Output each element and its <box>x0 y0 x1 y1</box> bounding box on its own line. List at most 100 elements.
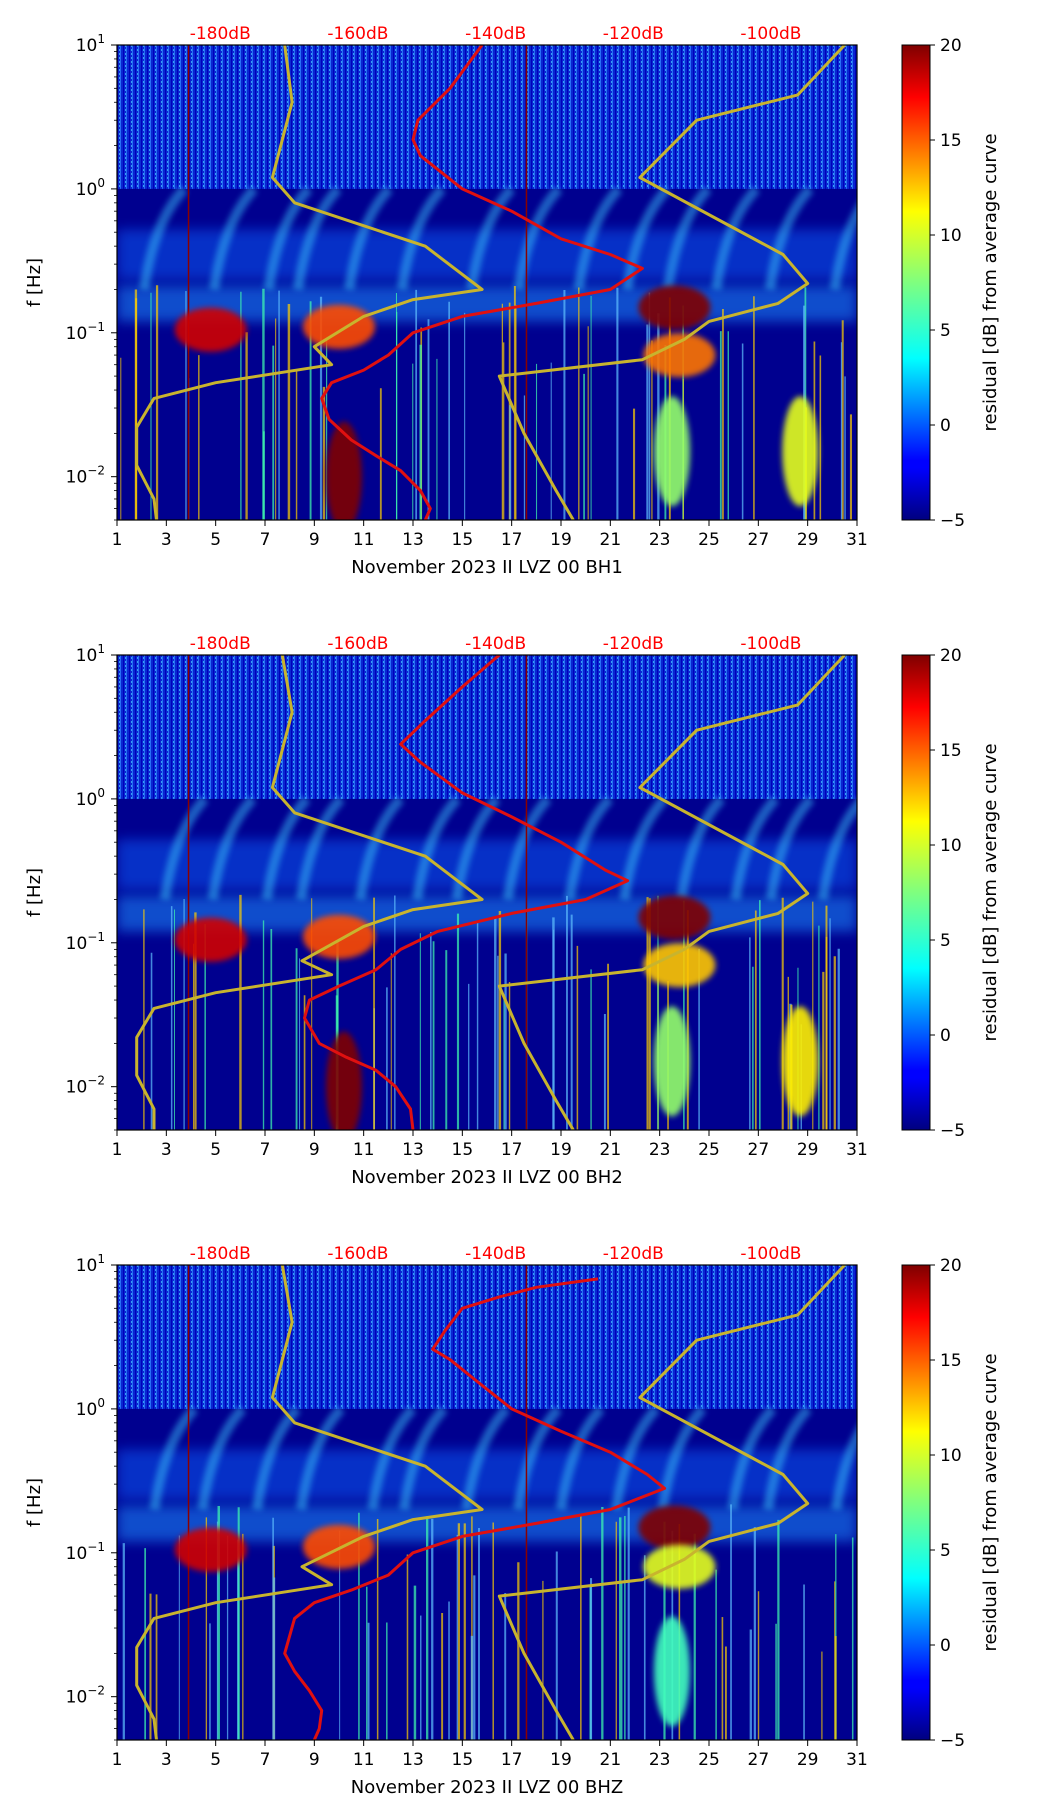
top-db-label: -120dB <box>603 634 664 654</box>
top-db-label: -100dB <box>740 24 801 44</box>
hotspot <box>303 914 375 959</box>
top-db-label: -100dB <box>740 634 801 654</box>
colorbar-label: residual [dB] from average curve <box>980 743 1001 1041</box>
y-tick-label: 100 <box>76 1396 105 1420</box>
y-axis-label: f [Hz] <box>24 258 45 307</box>
yellow-model-curve <box>135 655 484 1130</box>
storm-streak <box>765 795 815 901</box>
x-tick-label: 7 <box>260 1750 271 1770</box>
x-tick-label: 3 <box>161 1750 172 1770</box>
x-tick-label: 27 <box>748 530 770 550</box>
colorbar-tick-label: −5 <box>940 1731 965 1751</box>
top-db-label: -140dB <box>465 634 526 654</box>
y-tick-label: 10−2 <box>66 1684 105 1708</box>
x-tick-label: 23 <box>649 1140 671 1160</box>
x-tick-label: 11 <box>353 1140 375 1160</box>
hotspot <box>654 1616 690 1727</box>
y-tick-label: 10−2 <box>66 1074 105 1098</box>
yellow-model-curve <box>135 45 484 520</box>
y-tick-label: 10−1 <box>66 320 105 344</box>
x-tick-label: 13 <box>402 530 424 550</box>
red-noise-curve <box>320 45 644 520</box>
hotspot <box>654 396 690 507</box>
x-tick-label: 19 <box>550 1750 572 1770</box>
x-tick-label: 9 <box>309 1140 320 1160</box>
yellow-model-curve <box>135 1265 484 1740</box>
colorbar: 20 15 10 5 0 −5 residual [dB] from average cur… <box>901 1256 1001 1751</box>
x-tick-label: 23 <box>649 530 671 550</box>
yellow-model-curve <box>497 1265 846 1740</box>
spectrogram-area <box>117 45 857 520</box>
hotspot <box>174 1527 247 1572</box>
storm-streak <box>466 185 516 291</box>
x-tick-label: 9 <box>309 1750 320 1770</box>
x-tick-label: 27 <box>748 1140 770 1160</box>
x-tick-label: 31 <box>846 1140 868 1160</box>
x-tick-label: 23 <box>649 1750 671 1770</box>
y-axis-label: f [Hz] <box>24 1478 45 1527</box>
colorbar-tick-label: −5 <box>940 511 965 531</box>
colorbar-tick-label: 20 <box>940 36 962 56</box>
storm-streak <box>730 795 780 901</box>
x-tick-label: 9 <box>309 530 320 550</box>
red-noise-curve <box>303 655 630 1130</box>
hotspot <box>638 895 711 940</box>
colorbar-tick-label: 5 <box>940 321 951 341</box>
hf-noise-band <box>117 1265 857 1409</box>
y-tick-label: 100 <box>76 786 105 810</box>
x-tick-label: 15 <box>452 1750 474 1770</box>
x-axis-label: November 2023 II LVZ 00 BH1 <box>351 557 623 578</box>
colorbar-tick-label: 15 <box>940 131 962 151</box>
x-tick-label: 13 <box>402 1750 424 1770</box>
x-tick-label: 5 <box>210 530 221 550</box>
storm-streak <box>555 1405 605 1511</box>
storm-streak <box>711 185 761 291</box>
x-tick-label: 5 <box>210 1140 221 1160</box>
x-tick-label: 7 <box>260 1140 271 1160</box>
x-tick-label: 21 <box>600 1750 622 1770</box>
storm-streak <box>564 795 614 901</box>
top-db-label: -160dB <box>327 1244 388 1264</box>
storm-streak <box>763 1405 812 1511</box>
plot-frame <box>116 654 858 1131</box>
hotspot <box>174 917 247 962</box>
x-tick-label: 19 <box>550 530 572 550</box>
y-axis-label: f [Hz] <box>24 868 45 917</box>
x-tick-label: 25 <box>698 530 720 550</box>
hotspot <box>325 421 362 520</box>
y-tick-label: 100 <box>76 176 105 200</box>
top-db-label: -140dB <box>465 1244 526 1264</box>
spectrogram-area <box>117 655 857 1130</box>
x-tick-label: 3 <box>161 530 172 550</box>
colorbar-tick-label: 10 <box>940 226 962 246</box>
colorbar-tick-label: 20 <box>940 1256 962 1276</box>
top-db-label: -120dB <box>603 24 664 44</box>
top-db-label: -160dB <box>327 24 388 44</box>
x-tick-label: 11 <box>353 530 375 550</box>
top-db-label: -100dB <box>740 1244 801 1264</box>
storm-streak <box>252 1405 301 1511</box>
hf-noise-band <box>117 45 857 189</box>
y-tick-label: 101 <box>76 32 105 56</box>
storm-streak <box>573 185 623 291</box>
top-db-label: -120dB <box>603 1244 664 1264</box>
storm-streak <box>399 1405 448 1511</box>
storm-streak <box>367 1405 417 1511</box>
hf-noise-band <box>117 655 857 799</box>
storm-streak <box>263 185 313 291</box>
plot-frame <box>116 1264 858 1741</box>
storm-streak <box>502 795 552 901</box>
colorbar-tick-label: 20 <box>940 646 962 666</box>
x-tick-label: 5 <box>210 1750 221 1770</box>
storm-streak <box>209 185 258 291</box>
storm-streak <box>829 204 857 291</box>
x-tick-label: 17 <box>501 530 523 550</box>
hotspot <box>638 1505 711 1550</box>
storm-streak <box>461 1405 511 1511</box>
x-tick-label: 25 <box>698 1140 720 1160</box>
x-tick-label: 27 <box>748 1750 770 1770</box>
storm-streak <box>727 1405 777 1511</box>
storm-streak <box>831 1426 857 1511</box>
y-tick-label: 101 <box>76 1252 105 1276</box>
